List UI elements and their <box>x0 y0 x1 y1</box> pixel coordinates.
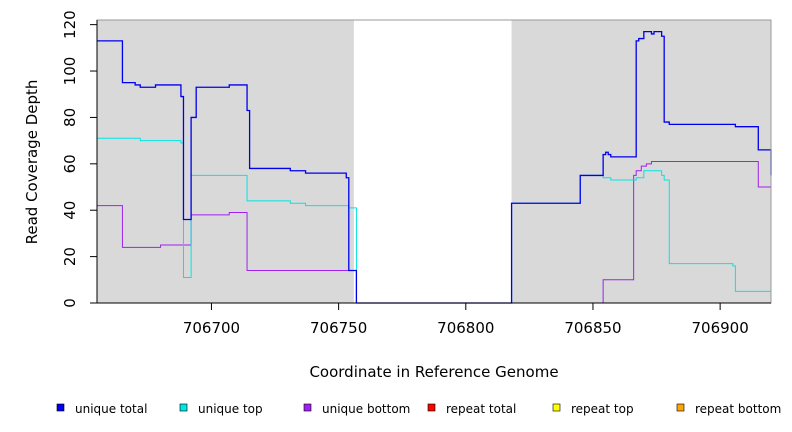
legend-item-repeat-total: repeat total <box>427 402 516 416</box>
series-line-unique-total <box>97 30 772 304</box>
x-tick-label: 706800 <box>437 319 494 337</box>
shaded-region-0 <box>97 20 354 303</box>
legend-label: unique top <box>198 402 263 416</box>
x-tick-label: 706850 <box>564 319 621 337</box>
legend-item-unique-top: unique top <box>179 402 263 416</box>
legend-item-repeat-bottom: repeat bottom <box>676 402 781 416</box>
legend-swatch <box>676 403 685 412</box>
x-axis-label: Coordinate in Reference Genome <box>309 363 558 381</box>
legend-item-unique-total: unique total <box>56 402 147 416</box>
legend-label: repeat total <box>446 402 516 416</box>
legend-swatch <box>56 403 65 412</box>
y-tick-label: 60 <box>61 154 79 173</box>
legend-swatch <box>427 403 436 412</box>
legend-label: repeat top <box>571 402 634 416</box>
y-tick-label: 80 <box>61 108 79 127</box>
y-axis-label: Read Coverage Depth <box>23 80 41 245</box>
legend: unique total unique top unique bottom repea… <box>56 402 781 416</box>
x-tick-label: 706700 <box>183 319 240 337</box>
legend-swatch <box>552 403 561 412</box>
legend-label: unique total <box>75 402 147 416</box>
x-tick-label: 706750 <box>310 319 367 337</box>
legend-item-repeat-top: repeat top <box>552 402 634 416</box>
legend-label: repeat bottom <box>695 402 781 416</box>
y-tick-label: 40 <box>61 201 79 220</box>
y-tick-label: 0 <box>61 298 79 308</box>
axes: 0 20 40 60 80 100 120 706700 706750 706800 706850 7… <box>61 10 771 337</box>
y-tick-label: 120 <box>61 10 79 39</box>
y-tick-label: 20 <box>61 247 79 266</box>
legend-swatch <box>303 403 312 412</box>
legend-swatch <box>179 403 188 412</box>
y-tick-label: 100 <box>61 57 79 86</box>
legend-label: unique bottom <box>322 402 410 416</box>
legend-item-unique-bottom: unique bottom <box>303 402 410 416</box>
x-tick-label: 706900 <box>691 319 748 337</box>
